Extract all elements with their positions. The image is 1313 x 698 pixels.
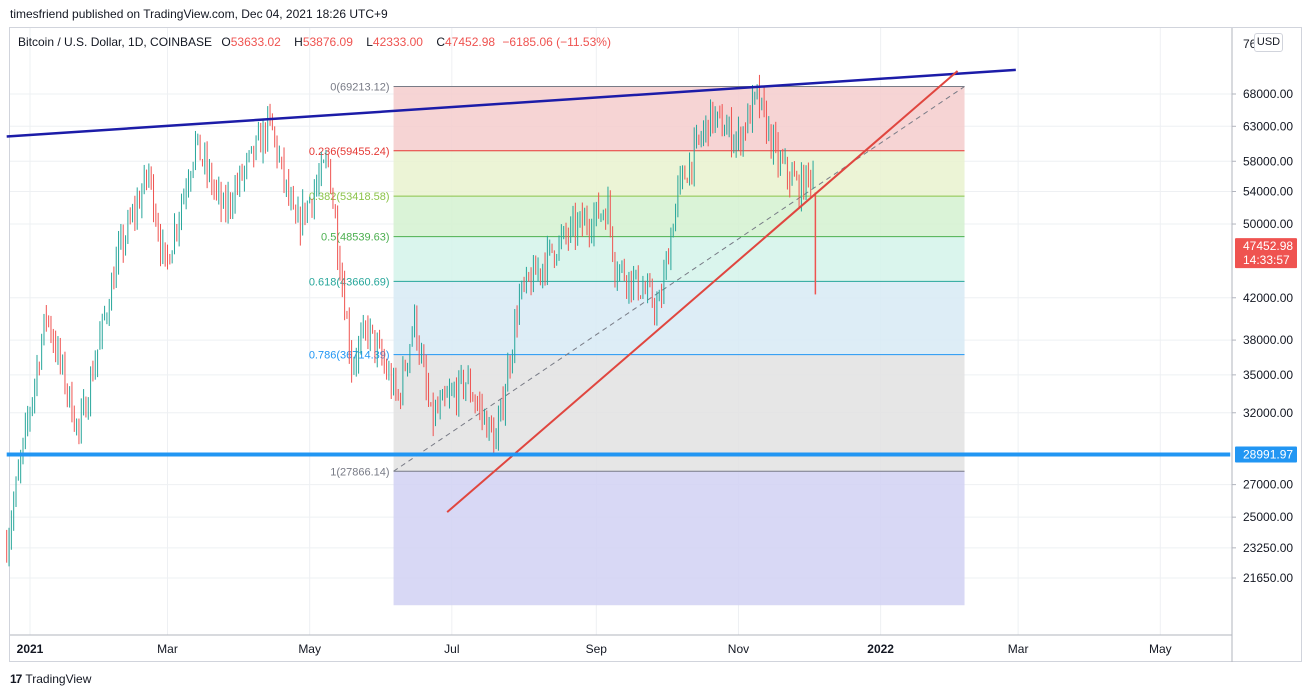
time-tick-label: 2021 — [17, 642, 44, 656]
fib-trend-line — [393, 86, 965, 472]
chart-legend: Bitcoin / U.S. Dollar, 1D, COINBASE O536… — [18, 35, 615, 49]
footer: 17 TradingView — [10, 672, 91, 686]
currency-button[interactable]: USD — [1254, 33, 1283, 52]
price-tick-label: 23250.00 — [1243, 541, 1293, 555]
fib-zone — [393, 354, 965, 472]
price-tick-label: 32000.00 — [1243, 406, 1293, 420]
candles — [6, 74, 817, 567]
low-label: L — [366, 35, 373, 49]
fib-level-label: 1(27866.14) — [330, 466, 389, 478]
fib-level-label: 0.382(53418.58) — [309, 191, 390, 203]
fib-zone — [393, 150, 965, 197]
price-tick-label: 27000.00 — [1243, 478, 1293, 492]
symbol-description: Bitcoin / U.S. Dollar, 1D, COINBASE — [18, 35, 213, 49]
fib-level-label: 0.5(48539.63) — [321, 232, 390, 244]
time-tick-label: Mar — [157, 642, 178, 656]
fibonacci-retracement: 0(69213.12) 0.236(59455.24) 0.382(53418.58… — [309, 82, 965, 606]
trend-lines — [6, 68, 1231, 513]
time-tick-label: Nov — [728, 642, 749, 656]
fib-zone — [393, 196, 965, 237]
axes: 68000.00 63000.00 58000.00 54000.00 50000.00… — [10, 28, 1293, 662]
price-label-box — [1235, 238, 1297, 269]
price-tick-label: 76 — [1243, 37, 1257, 51]
price-label-time: 14:33:57 — [1243, 253, 1290, 267]
price-label: 47452.98 — [1243, 239, 1293, 253]
price-tick-label: 42000.00 — [1243, 291, 1293, 305]
fib-level-label: 0.236(59455.24) — [309, 146, 390, 158]
tradingview-logo-icon: 17 — [10, 672, 22, 686]
high-value: 53876.09 — [302, 35, 353, 49]
fib-level-label: 0.618(43660.69) — [309, 276, 390, 288]
fib-zone — [393, 86, 965, 151]
price-tick-label: 35000.00 — [1243, 368, 1293, 382]
fib-zone — [393, 281, 965, 355]
time-tick-label: May — [298, 642, 321, 656]
price-tick-label: 38000.00 — [1243, 333, 1293, 347]
open-value: 53633.02 — [230, 35, 281, 49]
publish-info: timesfriend published on TradingView.com… — [10, 7, 388, 21]
low-value: 42333.00 — [372, 35, 423, 49]
ascending-support-line — [446, 70, 959, 513]
price-label: 28991.97 — [1243, 448, 1293, 462]
brand-name: TradingView — [25, 672, 92, 686]
upper-channel-line — [6, 68, 1016, 138]
change-value: −6185.06 (−11.53%) — [502, 35, 611, 49]
price-tick-label: 54000.00 — [1243, 184, 1293, 198]
chart-frame — [9, 27, 1302, 662]
price-tick-label: 25000.00 — [1243, 510, 1293, 524]
price-tick-label: 58000.00 — [1243, 154, 1293, 168]
fib-level-label: 0(69213.12) — [330, 82, 389, 94]
fib-zone — [393, 471, 965, 606]
time-tick-label: May — [1149, 642, 1172, 656]
time-tick-label: Jul — [444, 642, 459, 656]
fib-zone — [393, 236, 965, 282]
price-label-box — [1235, 446, 1297, 463]
price-tick-label: 50000.00 — [1243, 217, 1293, 231]
high-label: H — [294, 35, 303, 49]
time-tick-label: Mar — [1008, 642, 1029, 656]
price-tick-label: 63000.00 — [1243, 119, 1293, 133]
time-tick-label: 2022 — [867, 642, 894, 656]
price-tick-label: 21650.00 — [1243, 571, 1293, 585]
close-label: C — [436, 35, 445, 49]
open-label: O — [221, 35, 231, 49]
price-tick-label: 68000.00 — [1243, 87, 1293, 101]
time-tick-label: Sep — [586, 642, 608, 656]
close-value: 47452.98 — [445, 35, 496, 49]
